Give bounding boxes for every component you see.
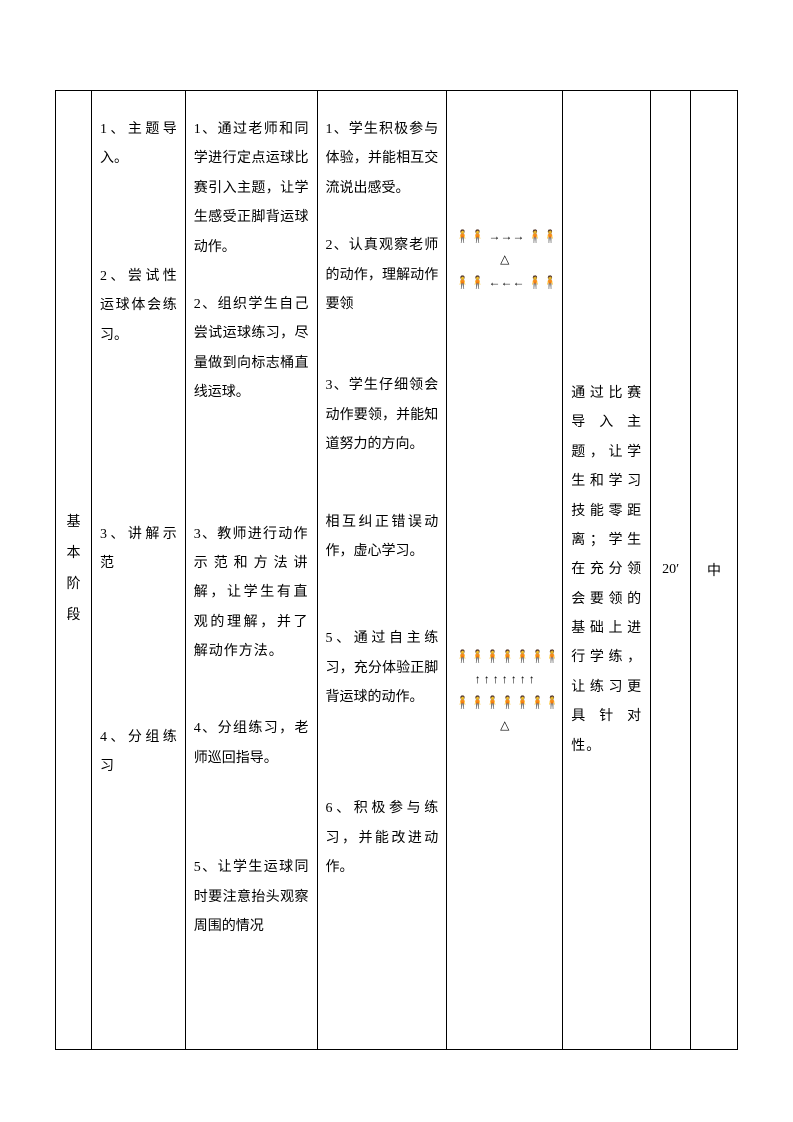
stage-char-2: 本 [66,539,80,570]
stage-char-4: 段 [66,601,80,632]
content-p1: 1、主题导入。 [100,115,177,174]
formation-1-row2: △ [455,248,554,271]
teacher-p3: 3、教师进行动作示范和方法讲解，让学生有直观的理解，并了解动作方法。 [194,520,309,667]
col-content: 1、主题导入。 2、尝试性运球体会练习。 3、讲解示范 4、分组练习 [92,91,186,1049]
col-stage: 基 本 阶 段 [56,91,92,1049]
formation-2-row3: 🧍🧍🧍🧍🧍🧍🧍 [455,691,554,714]
student-p3: 3、学生仔细领会动作要领，并能知道努力的方向。 [326,371,439,459]
col-student: 1、学生积极参与体验，并能相互交流说出感受。 2、认真观察老师的动作，理解动作要… [318,91,448,1049]
student-p1: 1、学生积极参与体验，并能相互交流说出感受。 [326,115,439,203]
student-p6: 6、积极参与练习，并能改进动作。 [326,794,439,882]
teacher-p1: 1、通过老师和同学进行定点运球比赛引入主题，让学生感受正脚背运球动作。 [194,115,309,262]
note-p1: 通过比赛导入主题，让学生和学习技能零距离；学生在充分领会要领的基础上进行学练，让… [571,379,642,761]
stage-label: 基 本 阶 段 [64,105,83,1035]
student-p5: 5、通过自主练习，充分体验正脚背运球的动作。 [326,624,439,712]
formation-2-row4: △ [455,714,554,737]
intensity-value: 中 [707,560,721,580]
formation-1-row3: 🧍🧍 ←←← 🧍🧍 [455,271,554,294]
student-p2: 2、认真观察老师的动作，理解动作要领 [326,231,439,319]
lesson-plan-table: 基 本 阶 段 1、主题导入。 2、尝试性运球体会练习。 3、讲解示范 4、分组… [55,90,738,1050]
formation-2-row2: ↑ ↑ ↑ ↑ ↑ ↑ ↑ [455,668,554,691]
stage-char-1: 基 [66,508,80,539]
content-p4: 4、分组练习 [100,723,177,782]
formation-1-row1: 🧍🧍 →→→ 🧍🧍 [455,225,554,248]
teacher-p2: 2、组织学生自己尝试运球练习，尽量做到向标志桶直线运球。 [194,290,309,408]
content-p2: 2、尝试性运球体会练习。 [100,262,177,350]
teacher-p4: 4、分组练习，老师巡回指导。 [194,714,309,773]
time-value: 20′ [662,562,679,578]
col-note: 通过比赛导入主题，让学生和学习技能零距离；学生在充分领会要领的基础上进行学练，让… [563,91,651,1049]
content-p3: 3、讲解示范 [100,520,177,579]
stage-char-3: 阶 [66,570,80,601]
col-teacher: 1、通过老师和同学进行定点运球比赛引入主题，让学生感受正脚背运球动作。 2、组织… [186,91,318,1049]
col-time: 20′ [651,91,691,1049]
col-formation: 🧍🧍 →→→ 🧍🧍 △ 🧍🧍 ←←← 🧍🧍 🧍🧍🧍🧍🧍🧍🧍 ↑ ↑ ↑ ↑ ↑ … [447,91,563,1049]
teacher-p5: 5、让学生运球同时要注意抬头观察周围的情况 [194,853,309,941]
student-p4: 相互纠正错误动作，虚心学习。 [326,508,439,567]
formation-2-row1: 🧍🧍🧍🧍🧍🧍🧍 [455,645,554,668]
col-intensity: 中 [691,91,737,1049]
